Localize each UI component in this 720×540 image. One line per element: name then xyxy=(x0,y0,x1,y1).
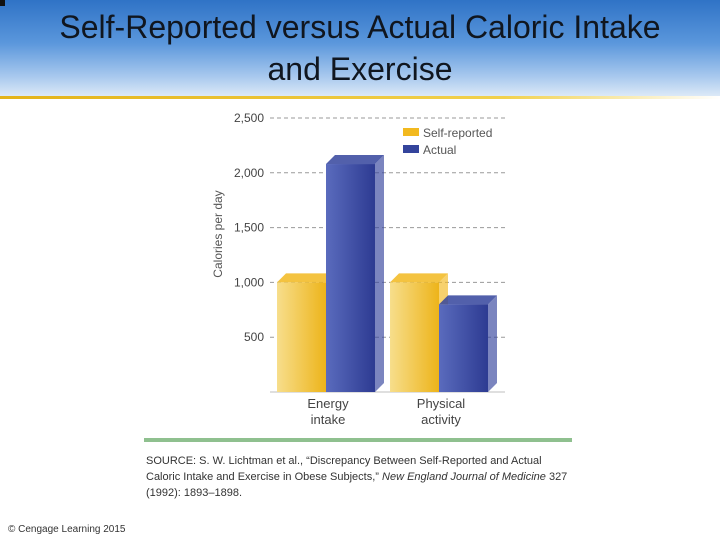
legend-label: Self-reported xyxy=(423,126,492,140)
source-journal: New England Journal of Medicine xyxy=(382,471,546,483)
y-tick-labels: 500 1,000 1,500 2,000 2,500 xyxy=(234,111,264,344)
corner-mark xyxy=(0,0,5,6)
bars xyxy=(277,155,497,392)
slide-title-line-2: and Exercise xyxy=(267,51,453,87)
bar-side-face xyxy=(375,155,384,392)
bar-front-face xyxy=(439,304,488,392)
y-tick-label: 500 xyxy=(244,330,264,344)
category-label-line-2: intake xyxy=(311,412,346,427)
title-underline xyxy=(0,96,720,99)
legend: Self-reported Actual xyxy=(403,126,492,157)
category-label-line-1: Energy xyxy=(307,396,349,411)
y-axis-label: Calories per day xyxy=(211,190,225,277)
y-tick-label: 2,000 xyxy=(234,166,264,180)
slide-title-line-1: Self-Reported versus Actual Caloric Inta… xyxy=(59,9,661,45)
bar-top-face xyxy=(277,273,335,283)
legend-swatch xyxy=(403,145,419,153)
slide-title: Self-Reported versus Actual Caloric Inta… xyxy=(0,6,720,90)
bar-front-face xyxy=(326,164,375,392)
source-pages: 327 (1992): 1893–1898. xyxy=(146,471,568,499)
y-tick-label: 1,000 xyxy=(234,275,264,289)
legend-label: Actual xyxy=(423,143,456,157)
y-tick-label: 1,500 xyxy=(234,221,264,235)
category-label-line-1: Physical xyxy=(417,396,466,411)
legend-swatch xyxy=(403,128,419,136)
category-label-line-2: activity xyxy=(421,412,461,427)
source-text: SOURCE: S. W. Lichtman et al., “Discrepa… xyxy=(146,455,542,483)
bar-top-face xyxy=(439,295,497,305)
bar-actual-1 xyxy=(439,295,497,392)
bar-actual-0 xyxy=(326,155,384,392)
source-citation: SOURCE: S. W. Lichtman et al., “Discrepa… xyxy=(146,453,576,501)
bar-front-face xyxy=(277,282,326,392)
title-banner xyxy=(0,0,720,96)
bar-top-face xyxy=(326,155,384,165)
copyright-notice: © Cengage Learning 2015 xyxy=(8,524,126,535)
source-rule xyxy=(144,438,572,442)
bar-front-face xyxy=(390,282,439,392)
bar-top-face xyxy=(390,273,448,283)
bar-side-face xyxy=(488,295,497,392)
y-tick-label: 2,500 xyxy=(234,111,264,125)
